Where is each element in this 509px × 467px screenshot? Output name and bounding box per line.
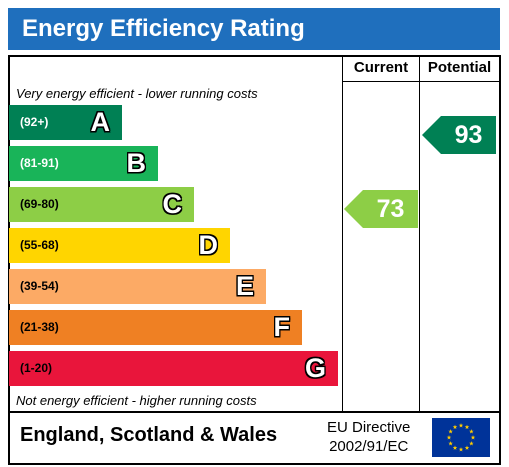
header-bar: Energy Efficiency Rating	[8, 8, 500, 50]
band-letter: B	[126, 148, 147, 178]
eu-directive: EU Directive 2002/91/EC	[327, 418, 410, 456]
band-letter: D	[198, 230, 219, 260]
band-range-label: (21-38)	[20, 320, 59, 334]
eu-directive-line2: 2002/91/EC	[329, 438, 409, 455]
band-letter: E	[235, 271, 254, 301]
band-range-label: (1-20)	[20, 361, 53, 375]
current-rating-value: 73	[376, 195, 405, 223]
band-range-label: (81-91)	[20, 156, 59, 170]
eu-star-icon	[458, 447, 464, 452]
band-g: (1-20) G	[9, 351, 338, 386]
band-d: (55-68) D	[9, 228, 230, 263]
eu-star-icon	[469, 429, 474, 434]
top-note: Very energy efficient - lower running co…	[16, 86, 258, 101]
band-letter: C	[162, 189, 183, 219]
band-range-label: (69-80)	[20, 197, 59, 211]
band-b: (81-91) B	[9, 146, 158, 181]
eu-star-icon	[452, 445, 458, 450]
potential-rating-value: 93	[454, 121, 483, 149]
band-letter: G	[304, 353, 326, 383]
band-f: (21-38) F	[9, 310, 302, 345]
eu-star-icon	[452, 424, 458, 430]
eu-star-icon	[469, 441, 474, 446]
column-header-potential: Potential	[427, 59, 492, 76]
band-letter: F	[273, 312, 291, 342]
band-range-label: (55-68)	[20, 238, 59, 252]
eu-flag-icon	[432, 418, 490, 457]
potential-arrow-shape	[422, 116, 496, 154]
eu-star-icon	[448, 429, 453, 434]
eu-star-icon	[446, 435, 452, 440]
eu-directive-line1: EU Directive	[327, 419, 411, 436]
page-title: Energy Efficiency Rating	[22, 15, 305, 42]
eu-star-icon	[458, 423, 464, 428]
band-letter: A	[90, 107, 111, 137]
band-range-label: (92+)	[20, 115, 49, 129]
band-c: (69-80) C	[9, 187, 194, 222]
eu-star-icon	[464, 424, 470, 430]
band-range-label: (39-54)	[20, 279, 59, 293]
eu-star-icon	[470, 435, 476, 440]
bottom-note: Not energy efficient - higher running co…	[16, 393, 257, 408]
current-arrow-shape	[344, 190, 418, 228]
eu-star-icon	[464, 445, 470, 450]
eu-star-icon	[448, 441, 453, 446]
potential-rating-arrow: 93	[422, 116, 496, 154]
current-rating-arrow: 73	[344, 190, 418, 228]
footer-region: England, Scotland & Wales	[20, 424, 278, 446]
band-a: (92+) A	[9, 105, 122, 140]
column-header-current: Current	[353, 59, 409, 76]
band-e: (39-54) E	[9, 269, 266, 304]
